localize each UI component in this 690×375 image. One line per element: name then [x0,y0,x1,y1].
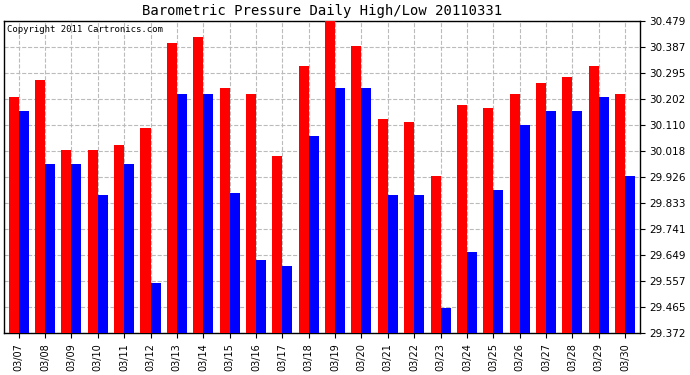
Bar [19,111,29,333]
Bar [88,150,98,333]
Bar [167,43,177,333]
Bar [193,38,204,333]
Bar [219,88,230,333]
Bar [177,94,187,333]
Bar [61,150,71,333]
Bar [388,195,398,333]
Bar [35,80,45,333]
Bar [414,195,424,333]
Bar [483,108,493,333]
Bar [362,88,371,333]
Bar [589,66,599,333]
Bar [546,111,556,333]
Bar [520,125,530,333]
Bar [457,105,467,333]
Bar [150,283,161,333]
Bar [124,164,134,333]
Bar [71,164,81,333]
Bar [404,122,414,333]
Text: Copyright 2011 Cartronics.com: Copyright 2011 Cartronics.com [8,26,164,34]
Bar [378,119,388,333]
Bar [9,97,19,333]
Bar [351,46,362,333]
Bar [335,88,345,333]
Bar [282,266,293,333]
Bar [98,195,108,333]
Bar [562,77,573,333]
Bar [510,94,520,333]
Bar [204,94,213,333]
Bar [45,164,55,333]
Bar [141,128,150,333]
Bar [308,136,319,333]
Title: Barometric Pressure Daily High/Low 20110331: Barometric Pressure Daily High/Low 20110… [142,4,502,18]
Bar [599,97,609,333]
Bar [625,176,635,333]
Bar [536,82,546,333]
Bar [246,94,256,333]
Bar [467,252,477,333]
Bar [256,260,266,333]
Bar [493,190,503,333]
Bar [615,94,625,333]
Bar [573,111,582,333]
Bar [114,145,124,333]
Bar [431,176,440,333]
Bar [299,66,308,333]
Bar [273,156,282,333]
Bar [230,193,239,333]
Bar [325,18,335,333]
Bar [440,308,451,333]
